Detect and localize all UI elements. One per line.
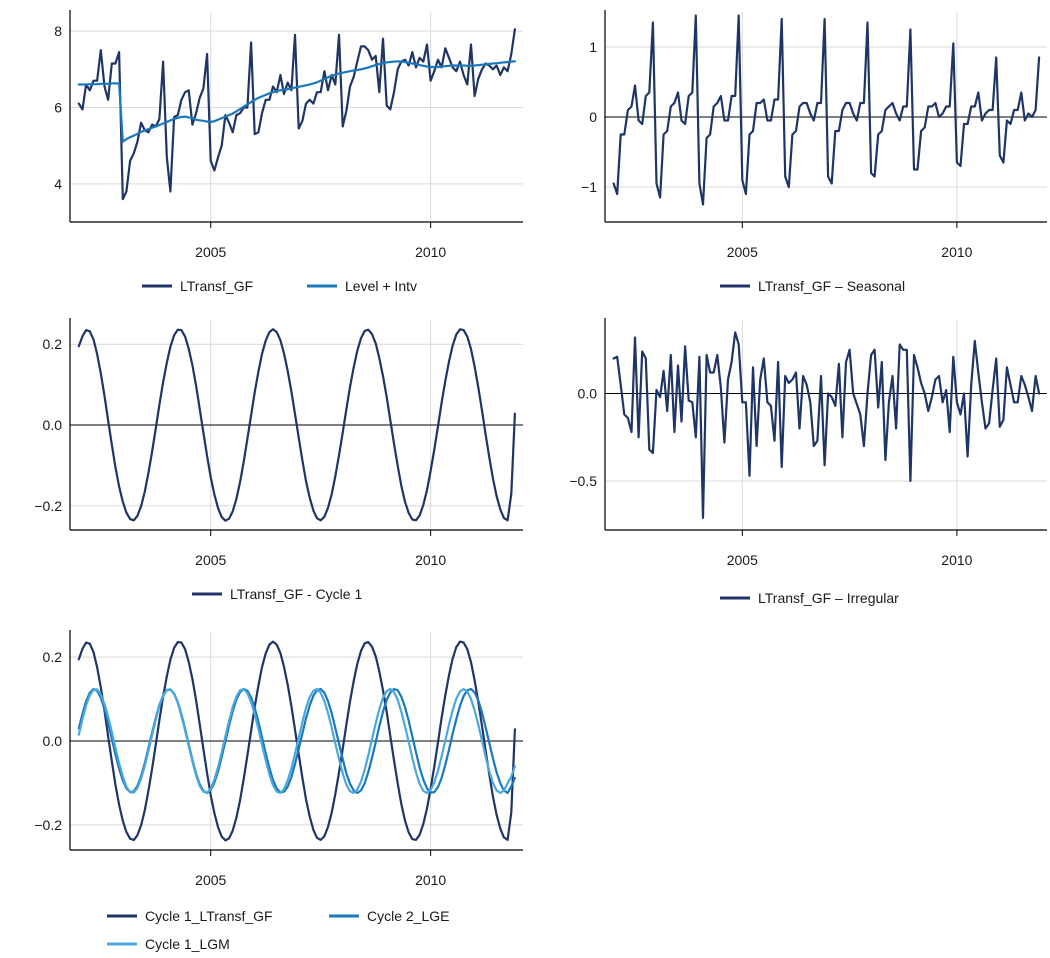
panel-irregular: −0.5 0.0 2005 2010 LTransf_GF – Irregular — [569, 318, 1047, 606]
legend-label: Cycle 2_LGE — [367, 908, 449, 924]
y-tick-label: 4 — [54, 176, 62, 192]
y-tick-label: 0.2 — [43, 336, 63, 352]
series-line-3 — [77, 687, 517, 795]
series-line-1 — [77, 328, 517, 522]
panel-level: 4 6 8 2005 2010 LTransf_GF Level + Intv — [54, 10, 523, 294]
y-tick-label: 8 — [54, 23, 62, 39]
x-tick-label: 2005 — [195, 552, 226, 568]
y-tick-label: −0.2 — [34, 817, 62, 833]
y-tick-label: 1 — [589, 39, 597, 55]
y-tick-label: −0.2 — [34, 498, 62, 514]
legend-label: Cycle 1_LGM — [145, 936, 230, 952]
x-tick-label: 2010 — [415, 244, 446, 260]
x-tick-label: 2010 — [415, 872, 446, 888]
y-tick-label: −1 — [581, 179, 597, 195]
panel-cycles: −0.2 0.0 0.2 2005 2010 Cycle 1_LTransf_GF Cycl… — [34, 630, 523, 952]
legend-label: Cycle 1_LTransf_GF — [145, 908, 273, 924]
y-tick-label: 6 — [54, 99, 62, 115]
x-tick-label: 2005 — [727, 552, 758, 568]
y-tick-label: −0.5 — [569, 473, 597, 489]
x-tick-label: 2010 — [941, 244, 972, 260]
panel-seasonal: −1 0 1 2005 2010 LTransf_GF – Seasonal — [581, 10, 1047, 294]
legend-label: Level + Intv — [345, 278, 417, 294]
series-line-1 — [612, 331, 1041, 519]
legend-label: LTransf_GF — [180, 278, 253, 294]
y-tick-label: 0.2 — [43, 649, 63, 665]
x-tick-label: 2010 — [415, 552, 446, 568]
legend-label: LTransf_GF – Irregular — [758, 590, 899, 606]
y-tick-label: 0.0 — [43, 417, 63, 433]
y-tick-label: 0 — [589, 109, 597, 125]
panel-cycle1: −0.2 0.0 0.2 2005 2010 LTransf_GF - Cycle 1 — [34, 318, 523, 602]
series-line-1 — [612, 14, 1041, 206]
x-tick-label: 2005 — [195, 244, 226, 260]
y-tick-label: 0.0 — [43, 733, 63, 749]
legend-label: LTransf_GF – Seasonal — [758, 278, 905, 294]
series-line-2 — [77, 60, 517, 143]
x-tick-label: 2010 — [941, 552, 972, 568]
x-tick-label: 2005 — [727, 244, 758, 260]
series-line-1 — [77, 28, 517, 201]
legend-label: LTransf_GF - Cycle 1 — [230, 586, 362, 602]
x-tick-label: 2005 — [195, 872, 226, 888]
y-tick-label: 0.0 — [578, 386, 598, 402]
